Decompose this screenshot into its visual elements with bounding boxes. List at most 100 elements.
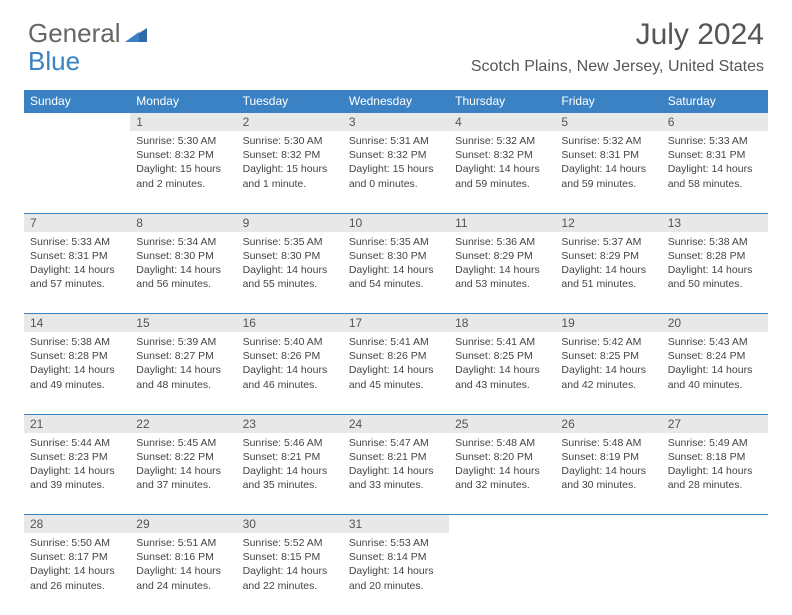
daylight-text-2: and 50 minutes.	[668, 277, 762, 291]
month-title: July 2024	[471, 18, 764, 52]
sunrise-text: Sunrise: 5:45 AM	[136, 436, 230, 450]
day-number-cell	[662, 515, 768, 534]
daylight-text-2: and 2 minutes.	[136, 177, 230, 191]
daylight-text-2: and 53 minutes.	[455, 277, 549, 291]
sunset-text: Sunset: 8:21 PM	[243, 450, 337, 464]
sunset-text: Sunset: 8:21 PM	[349, 450, 443, 464]
day-content-cell	[449, 533, 555, 615]
daylight-text-1: Daylight: 14 hours	[30, 464, 124, 478]
day-content-cell: Sunrise: 5:39 AMSunset: 8:27 PMDaylight:…	[130, 332, 236, 414]
sunrise-text: Sunrise: 5:43 AM	[668, 335, 762, 349]
day-content-cell: Sunrise: 5:49 AMSunset: 8:18 PMDaylight:…	[662, 433, 768, 515]
day-number-cell: 22	[130, 414, 236, 433]
day-content-cell: Sunrise: 5:34 AMSunset: 8:30 PMDaylight:…	[130, 232, 236, 314]
day-content-cell: Sunrise: 5:42 AMSunset: 8:25 PMDaylight:…	[555, 332, 661, 414]
daylight-text-1: Daylight: 14 hours	[243, 564, 337, 578]
day-content-cell: Sunrise: 5:35 AMSunset: 8:30 PMDaylight:…	[237, 232, 343, 314]
daylight-text-2: and 35 minutes.	[243, 478, 337, 492]
weekday-header: Saturday	[662, 90, 768, 113]
day-content-cell: Sunrise: 5:36 AMSunset: 8:29 PMDaylight:…	[449, 232, 555, 314]
sunset-text: Sunset: 8:26 PM	[349, 349, 443, 363]
day-content-cell: Sunrise: 5:52 AMSunset: 8:15 PMDaylight:…	[237, 533, 343, 615]
daylight-text-1: Daylight: 14 hours	[243, 464, 337, 478]
day-content-cell: Sunrise: 5:32 AMSunset: 8:32 PMDaylight:…	[449, 131, 555, 213]
day-number-row: 14151617181920	[24, 314, 768, 333]
daylight-text-1: Daylight: 14 hours	[561, 162, 655, 176]
daylight-text-1: Daylight: 14 hours	[243, 263, 337, 277]
sunrise-text: Sunrise: 5:41 AM	[455, 335, 549, 349]
day-number-cell: 11	[449, 213, 555, 232]
daylight-text-2: and 0 minutes.	[349, 177, 443, 191]
day-number-cell: 13	[662, 213, 768, 232]
day-number-cell: 28	[24, 515, 130, 534]
sunset-text: Sunset: 8:30 PM	[349, 249, 443, 263]
daylight-text-2: and 28 minutes.	[668, 478, 762, 492]
title-area: July 2024 Scotch Plains, New Jersey, Uni…	[471, 18, 764, 76]
sunrise-text: Sunrise: 5:34 AM	[136, 235, 230, 249]
day-content-cell: Sunrise: 5:46 AMSunset: 8:21 PMDaylight:…	[237, 433, 343, 515]
day-number-cell: 24	[343, 414, 449, 433]
daylight-text-2: and 20 minutes.	[349, 579, 443, 593]
day-number-cell: 12	[555, 213, 661, 232]
calendar-body: 123456Sunrise: 5:30 AMSunset: 8:32 PMDay…	[24, 113, 768, 615]
sunset-text: Sunset: 8:18 PM	[668, 450, 762, 464]
daylight-text-2: and 46 minutes.	[243, 378, 337, 392]
sunrise-text: Sunrise: 5:31 AM	[349, 134, 443, 148]
day-content-cell: Sunrise: 5:40 AMSunset: 8:26 PMDaylight:…	[237, 332, 343, 414]
sunrise-text: Sunrise: 5:50 AM	[30, 536, 124, 550]
day-number-cell: 2	[237, 113, 343, 132]
daylight-text-2: and 24 minutes.	[136, 579, 230, 593]
sunset-text: Sunset: 8:32 PM	[349, 148, 443, 162]
sunset-text: Sunset: 8:32 PM	[455, 148, 549, 162]
daylight-text-2: and 32 minutes.	[455, 478, 549, 492]
day-number-cell: 19	[555, 314, 661, 333]
daylight-text-1: Daylight: 14 hours	[136, 564, 230, 578]
day-content-cell: Sunrise: 5:38 AMSunset: 8:28 PMDaylight:…	[24, 332, 130, 414]
weekday-header: Thursday	[449, 90, 555, 113]
sunrise-text: Sunrise: 5:38 AM	[30, 335, 124, 349]
day-number-cell: 20	[662, 314, 768, 333]
daylight-text-1: Daylight: 14 hours	[668, 363, 762, 377]
daylight-text-1: Daylight: 14 hours	[349, 263, 443, 277]
day-number-cell: 18	[449, 314, 555, 333]
sunrise-text: Sunrise: 5:52 AM	[243, 536, 337, 550]
logo-text-general: General	[28, 18, 121, 49]
sunrise-text: Sunrise: 5:47 AM	[349, 436, 443, 450]
day-number-cell: 9	[237, 213, 343, 232]
sunrise-text: Sunrise: 5:42 AM	[561, 335, 655, 349]
daylight-text-1: Daylight: 14 hours	[455, 464, 549, 478]
day-number-cell: 30	[237, 515, 343, 534]
day-content-cell: Sunrise: 5:33 AMSunset: 8:31 PMDaylight:…	[662, 131, 768, 213]
location-text: Scotch Plains, New Jersey, United States	[471, 58, 764, 76]
sunset-text: Sunset: 8:25 PM	[455, 349, 549, 363]
day-number-cell: 26	[555, 414, 661, 433]
day-content-cell: Sunrise: 5:30 AMSunset: 8:32 PMDaylight:…	[237, 131, 343, 213]
sunrise-text: Sunrise: 5:30 AM	[243, 134, 337, 148]
sunset-text: Sunset: 8:30 PM	[243, 249, 337, 263]
day-content-cell: Sunrise: 5:37 AMSunset: 8:29 PMDaylight:…	[555, 232, 661, 314]
daylight-text-1: Daylight: 15 hours	[243, 162, 337, 176]
daylight-text-1: Daylight: 14 hours	[455, 162, 549, 176]
sunset-text: Sunset: 8:17 PM	[30, 550, 124, 564]
day-content-row: Sunrise: 5:44 AMSunset: 8:23 PMDaylight:…	[24, 433, 768, 515]
sunset-text: Sunset: 8:28 PM	[30, 349, 124, 363]
sunrise-text: Sunrise: 5:46 AM	[243, 436, 337, 450]
day-number-cell: 10	[343, 213, 449, 232]
daylight-text-2: and 40 minutes.	[668, 378, 762, 392]
daylight-text-1: Daylight: 14 hours	[668, 464, 762, 478]
day-number-row: 123456	[24, 113, 768, 132]
day-content-row: Sunrise: 5:38 AMSunset: 8:28 PM Daylight:…	[24, 332, 768, 414]
sunrise-text: Sunrise: 5:44 AM	[30, 436, 124, 450]
daylight-text-1: Daylight: 14 hours	[561, 263, 655, 277]
daylight-text-1: Daylight: 14 hours	[243, 363, 337, 377]
daylight-text-1: Daylight: 14 hours	[136, 363, 230, 377]
daylight-text-2: and 37 minutes.	[136, 478, 230, 492]
daylight-text-2: and 33 minutes.	[349, 478, 443, 492]
logo-triangle-icon	[125, 26, 147, 42]
sunset-text: Sunset: 8:26 PM	[243, 349, 337, 363]
day-content-cell	[662, 533, 768, 615]
day-content-cell: Sunrise: 5:35 AMSunset: 8:30 PMDaylight:…	[343, 232, 449, 314]
sunset-text: Sunset: 8:19 PM	[561, 450, 655, 464]
daylight-text-1: Daylight: 15 hours	[349, 162, 443, 176]
day-content-cell: Sunrise: 5:32 AMSunset: 8:31 PMDaylight:…	[555, 131, 661, 213]
